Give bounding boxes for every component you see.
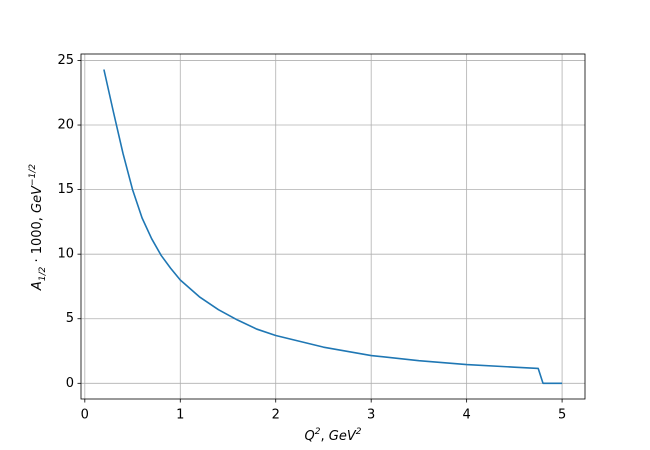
- y-tick-label: 15: [57, 182, 74, 197]
- y-tick-label: 20: [57, 118, 74, 133]
- xlabel-part: ,: [321, 429, 329, 444]
- ylabel-part: A: [30, 281, 45, 291]
- ylabel-part: · 1000,: [30, 213, 45, 267]
- x-tick-label: 2: [272, 408, 280, 423]
- y-axis-label: A1/2 · 1000, GeV−1/2: [28, 164, 48, 291]
- y-tick-label: 25: [57, 53, 74, 68]
- xlabel-part: GeV: [329, 429, 357, 444]
- x-tick-label: 4: [462, 408, 470, 423]
- x-axis-label: Q2, GeV2: [305, 427, 362, 444]
- y-tick-label: 0: [66, 376, 74, 391]
- plot-frame: [80, 53, 586, 400]
- xlabel-part: 2: [356, 427, 362, 437]
- x-tick-label: 5: [558, 408, 566, 423]
- ylabel-part: GeV: [30, 185, 45, 213]
- series-line: [103, 69, 563, 385]
- x-tick-label: 0: [81, 408, 89, 423]
- x-tick-label: 1: [176, 408, 184, 423]
- y-tick-label: 5: [66, 311, 74, 326]
- ylabel-part: −1/2: [28, 164, 38, 186]
- xlabel-part: Q: [305, 429, 315, 444]
- y-tick-label: 10: [57, 247, 74, 262]
- x-tick-label: 3: [367, 408, 375, 423]
- xlabel-part: 2: [315, 427, 321, 437]
- ylabel-part: 1/2: [38, 266, 48, 281]
